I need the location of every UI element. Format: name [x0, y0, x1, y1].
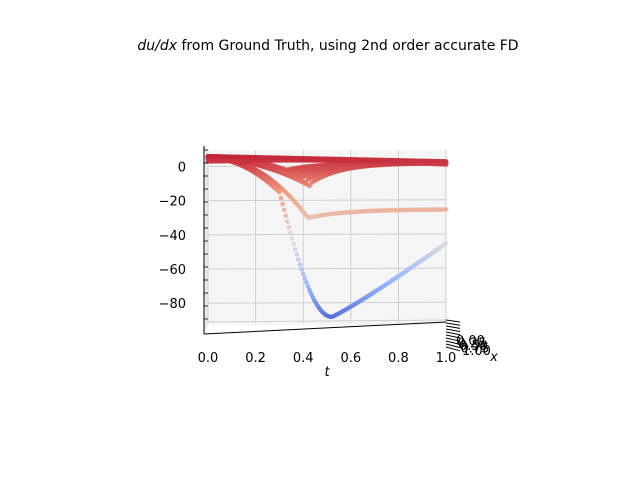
z-tick-label: 0	[178, 161, 186, 176]
x-tick-label: 0.6	[340, 351, 361, 366]
z-tick-label: −80	[159, 297, 186, 312]
trough-series-point	[292, 247, 298, 252]
z-tick-label: −20	[159, 195, 186, 210]
trough-series-point	[299, 266, 304, 272]
trough-series-point	[443, 241, 449, 246]
axes-panes	[204, 146, 446, 334]
y-axis-tick-8	[445, 343, 461, 349]
trough-series-point	[281, 207, 287, 213]
y-axis-tick-5	[445, 334, 461, 339]
y-axis-tick-0	[445, 319, 461, 323]
trough-series-point	[283, 213, 289, 219]
trough-series-point	[307, 287, 312, 293]
trough-series-point	[288, 230, 293, 236]
y-tick-label: 1.00	[462, 344, 491, 359]
y-axis-tick-7	[445, 340, 461, 345]
z-tick-label: −60	[159, 263, 186, 278]
y-axis-tick-3	[445, 328, 461, 333]
axis-lines	[203, 146, 461, 352]
y-tick-label: 0.25	[458, 337, 487, 352]
tick-labels: 0.0 0.2 0.4 0.6 0.8 1.00−20−40−60−800.000.250…	[159, 161, 491, 366]
y-axis-tick-2	[445, 325, 461, 329]
grid-floor	[207, 319, 447, 323]
grid-horizontal-1	[207, 199, 447, 202]
y-axis-tick-1	[445, 322, 461, 326]
y-axis-tick-9	[445, 346, 461, 352]
y-tick-label: 0.00	[456, 334, 485, 349]
back-pane	[208, 150, 446, 325]
mid-series-point	[443, 207, 449, 212]
trough-series-point	[302, 275, 308, 281]
trough-series-point	[286, 224, 292, 230]
x-axis-line	[203, 321, 447, 335]
trough-series-point	[278, 195, 284, 201]
grid-horizontal-4	[207, 301, 447, 304]
x-axis-label: t	[324, 365, 330, 380]
upper-series-point-5	[307, 183, 312, 189]
trough-series-point	[296, 257, 301, 262]
scatter-points	[205, 153, 449, 320]
x-tick-label: 1.0	[436, 351, 457, 366]
chart-title-rest: from Ground Truth, using 2nd order accur…	[177, 38, 519, 54]
y-axis-tick-4	[445, 331, 461, 336]
side-pane	[204, 146, 208, 334]
top-edge-point	[443, 159, 449, 164]
y-tick-label: 0.50	[459, 339, 488, 354]
trough-series-point	[297, 262, 303, 267]
trough-series-point	[304, 280, 309, 285]
x-tick-label: 0.2	[245, 351, 266, 366]
trough-series-point	[294, 252, 300, 257]
trough-series-point	[280, 201, 285, 207]
x-tick-label: 0.8	[388, 351, 409, 366]
y-axis-label: x	[489, 350, 498, 365]
y-tick-label: 0.75	[461, 342, 490, 357]
y-axis-tick-6	[445, 337, 461, 342]
z-tick-label: −40	[159, 229, 186, 244]
trough-series-point	[285, 219, 290, 224]
x-tick-label: 0.0	[198, 351, 219, 366]
trough-series-point	[300, 271, 306, 277]
trough-series-point	[305, 284, 311, 289]
trough-series-point	[289, 236, 295, 241]
grid-horizontal-2	[207, 233, 447, 236]
chart-title-italic: du/dx	[137, 38, 177, 54]
trough-series-point	[291, 241, 296, 247]
chart-title: du/dx from Ground Truth, using 2nd order…	[137, 38, 518, 54]
x-tick-label: 0.4	[293, 351, 314, 366]
trough-series-point	[277, 189, 282, 195]
